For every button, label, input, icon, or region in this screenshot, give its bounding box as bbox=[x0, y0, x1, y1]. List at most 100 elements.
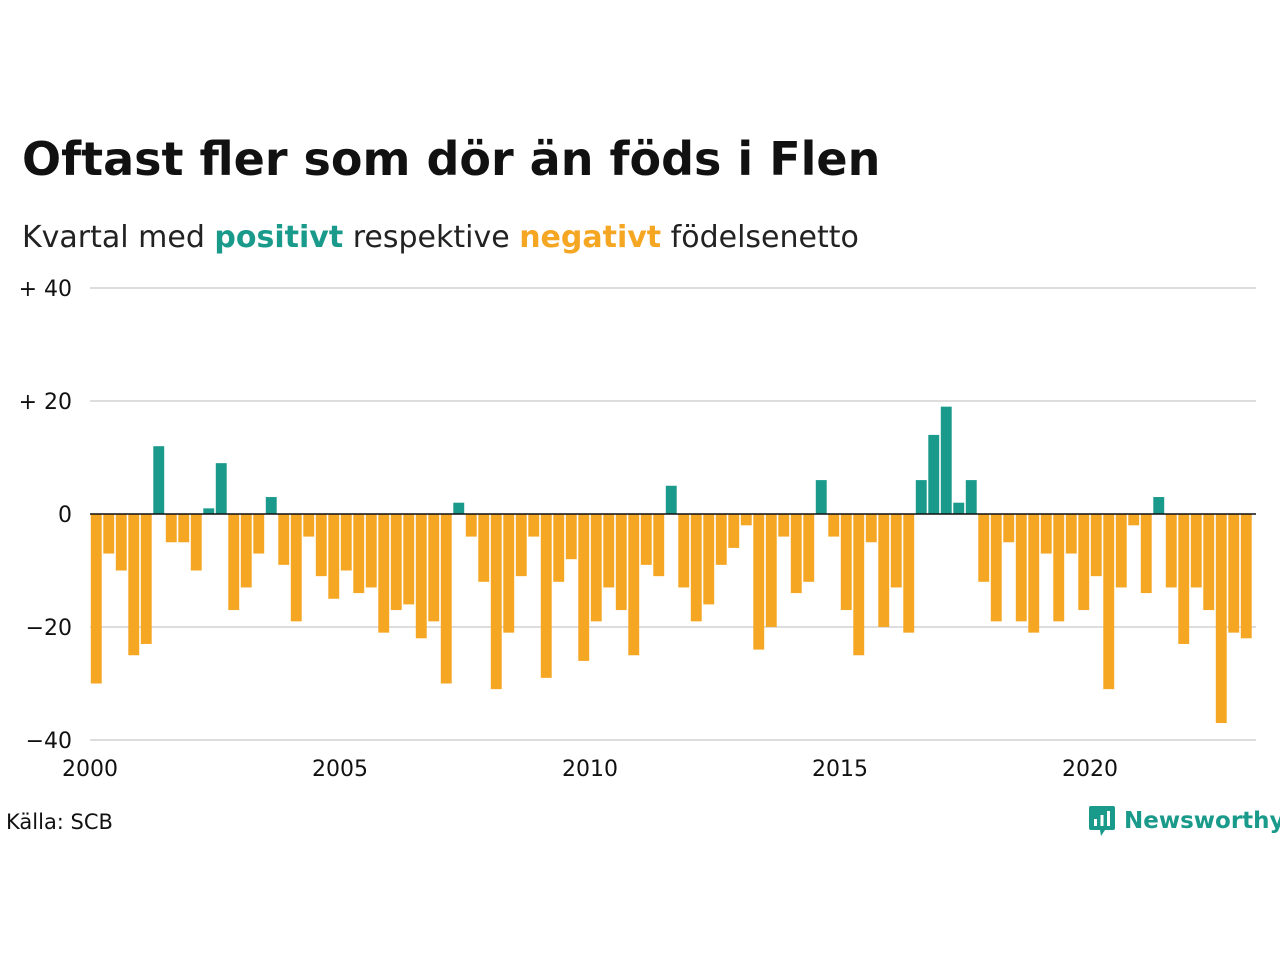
bar-negative bbox=[1140, 514, 1152, 594]
bar-negative bbox=[803, 514, 815, 582]
bar-positive bbox=[215, 463, 227, 514]
bar-negative bbox=[1190, 514, 1202, 588]
bar-negative bbox=[303, 514, 315, 537]
bar-negative bbox=[1065, 514, 1077, 554]
bar-negative bbox=[1115, 514, 1127, 588]
bar-negative bbox=[315, 514, 327, 577]
bar-negative bbox=[528, 514, 540, 537]
bar-negative bbox=[1228, 514, 1240, 633]
bar-positive bbox=[203, 508, 215, 514]
bar-negative bbox=[90, 514, 102, 684]
subtitle-suffix: födelsenetto bbox=[661, 220, 859, 255]
x-tick-label: 2020 bbox=[1062, 757, 1118, 782]
y-tick-label: + 40 bbox=[19, 277, 72, 302]
bar-negative bbox=[165, 514, 177, 543]
bar-positive bbox=[915, 480, 927, 514]
bar-negative bbox=[378, 514, 390, 633]
bar-negative bbox=[1003, 514, 1015, 543]
y-tick-label: 0 bbox=[58, 503, 72, 528]
y-tick-label: + 20 bbox=[19, 390, 72, 415]
bar-negative bbox=[515, 514, 527, 577]
bar-negative bbox=[490, 514, 502, 690]
bar-negative bbox=[1215, 514, 1227, 724]
bar-negative bbox=[353, 514, 365, 594]
subtitle-negative-label: negativt bbox=[519, 220, 662, 255]
bar-positive bbox=[815, 480, 827, 514]
chart-subtitle: Kvartal med positivt respektive negativt… bbox=[22, 220, 859, 255]
bar-positive bbox=[953, 502, 965, 514]
bar-negative bbox=[1128, 514, 1140, 526]
subtitle-positive-label: positivt bbox=[214, 220, 344, 255]
bar-negative bbox=[565, 514, 577, 560]
bar-negative bbox=[865, 514, 877, 543]
y-tick-label: −40 bbox=[26, 729, 72, 754]
bar-negative bbox=[190, 514, 202, 571]
bar-positive bbox=[965, 480, 977, 514]
bar-negative bbox=[628, 514, 640, 656]
bar-negative bbox=[503, 514, 515, 633]
bar-negative bbox=[1203, 514, 1215, 611]
bar-negative bbox=[403, 514, 415, 605]
bar-negative bbox=[653, 514, 665, 577]
bar-negative bbox=[590, 514, 602, 622]
bar-negative bbox=[1053, 514, 1065, 622]
bar-negative bbox=[578, 514, 590, 661]
chart-title: Oftast fler som dör än föds i Flen bbox=[22, 132, 881, 186]
bar-negative bbox=[878, 514, 890, 627]
bar-negative bbox=[753, 514, 765, 650]
bar-negative bbox=[115, 514, 127, 571]
x-tick-label: 2010 bbox=[562, 757, 618, 782]
bar-positive bbox=[153, 446, 165, 514]
bar-negative bbox=[290, 514, 302, 622]
bar-negative bbox=[103, 514, 115, 554]
bar-negative bbox=[365, 514, 377, 588]
bar-negative bbox=[140, 514, 152, 644]
x-tick-label: 2015 bbox=[812, 757, 868, 782]
bar-negative bbox=[765, 514, 777, 627]
bar-negative bbox=[328, 514, 340, 599]
x-tick-label: 2005 bbox=[312, 757, 368, 782]
bar-negative bbox=[340, 514, 352, 571]
newsworthy-logo-icon bbox=[1089, 806, 1115, 836]
bar-negative bbox=[890, 514, 902, 588]
bar-negative bbox=[278, 514, 290, 565]
bar-negative bbox=[903, 514, 915, 633]
bar-negative bbox=[228, 514, 240, 611]
bar-negative bbox=[978, 514, 990, 582]
bar-negative bbox=[1015, 514, 1027, 622]
bar-negative bbox=[740, 514, 752, 526]
bar-negative bbox=[1240, 514, 1252, 639]
bar-negative bbox=[690, 514, 702, 622]
brand-name: Newsworthy bbox=[1124, 808, 1280, 834]
bar-negative bbox=[415, 514, 427, 639]
x-tick-label: 2000 bbox=[62, 757, 118, 782]
bar-negative bbox=[1165, 514, 1177, 588]
source-note: Källa: SCB bbox=[6, 810, 113, 834]
subtitle-middle: respektive bbox=[343, 220, 520, 255]
bar-positive bbox=[940, 406, 952, 514]
bar-negative bbox=[640, 514, 652, 565]
bar-negative bbox=[240, 514, 252, 588]
bar-negative bbox=[790, 514, 802, 594]
bar-negative bbox=[478, 514, 490, 582]
bar-positive bbox=[265, 497, 277, 514]
bar-negative bbox=[390, 514, 402, 611]
bar-negative bbox=[440, 514, 452, 684]
bar-negative bbox=[778, 514, 790, 537]
subtitle-prefix: Kvartal med bbox=[22, 220, 215, 255]
bar-chart: + 40 + 20 0 −20 −40 2000 2005 2010 2015 2020 bbox=[19, 277, 1256, 782]
bar-negative bbox=[178, 514, 190, 543]
bar-negative bbox=[465, 514, 477, 537]
bar-negative bbox=[1090, 514, 1102, 577]
bar-negative bbox=[840, 514, 852, 611]
bar-negative bbox=[540, 514, 552, 678]
y-tick-label: −20 bbox=[26, 616, 72, 641]
bar-negative bbox=[678, 514, 690, 588]
bar-negative bbox=[603, 514, 615, 588]
bar-negative bbox=[253, 514, 265, 554]
bar-positive bbox=[453, 502, 465, 514]
bar-negative bbox=[128, 514, 140, 656]
bar-negative bbox=[715, 514, 727, 565]
bar-negative bbox=[990, 514, 1002, 622]
bar-positive bbox=[928, 434, 940, 514]
